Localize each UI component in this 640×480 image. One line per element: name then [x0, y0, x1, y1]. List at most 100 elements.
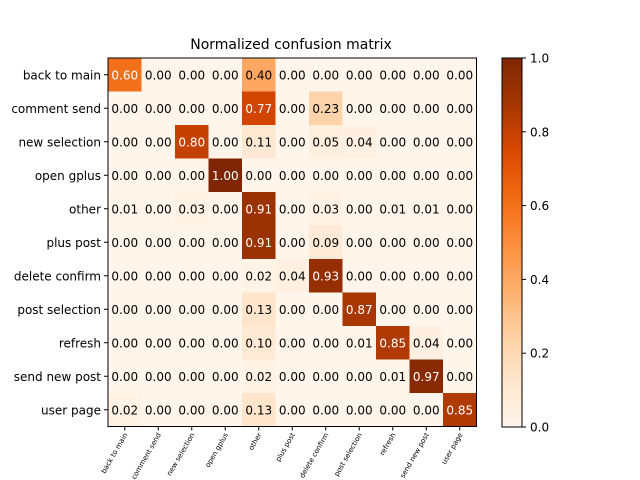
heatmap-cell [342, 225, 377, 260]
heatmap-cell [409, 292, 444, 327]
cell-value-label: 0.00 [413, 68, 440, 82]
cell-value-label: 0.00 [346, 370, 373, 384]
heatmap-cell [342, 326, 377, 360]
colorbar: 0.0 0.2 0.4 0.6 0.8 1.0 [501, 52, 549, 435]
heatmap-cell [175, 326, 209, 360]
cell-value-label: 0.00 [312, 370, 339, 384]
cell-value-label: 0.00 [346, 102, 373, 116]
chart-title: Normalized confusion matrix [190, 37, 392, 53]
colorbar-tick-label: 0.8 [530, 125, 549, 139]
heatmap-cell [275, 326, 310, 360]
heatmap-cell [275, 259, 310, 293]
cell-value-label: 0.00 [346, 269, 373, 283]
cell-value-label: 0.00 [446, 303, 473, 317]
heatmap-cell [242, 292, 276, 327]
cell-value-label: 0.00 [312, 68, 339, 82]
heatmap-cell [409, 91, 444, 126]
cell-value-label: 0.13 [245, 403, 272, 417]
y-tick-label: back to main [23, 68, 101, 82]
heatmap-cell [409, 125, 444, 159]
heatmap-cell [242, 326, 276, 360]
cell-value-label: 0.00 [178, 336, 205, 350]
heatmap-cell [275, 393, 310, 427]
cell-value-label: 0.00 [346, 236, 373, 250]
heatmap-cell [376, 259, 410, 293]
cell-value-label: 0.11 [245, 135, 272, 149]
cell-value-label: 0.01 [111, 202, 138, 216]
y-tick-label: send new post [14, 370, 102, 384]
heatmap-cell [175, 359, 209, 394]
heatmap-cell [443, 91, 477, 126]
cell-value-label: 0.00 [178, 68, 205, 82]
heatmap-cell [208, 259, 243, 293]
cell-value-label: 0.00 [413, 303, 440, 317]
heatmap-cell [309, 259, 343, 293]
heatmap-cell [342, 58, 377, 92]
heatmap-cell [108, 259, 142, 293]
cell-value-label: 0.00 [212, 102, 239, 116]
colorbar-tick-label: 0.2 [530, 347, 549, 361]
cell-value-label: 0.00 [178, 169, 205, 183]
cell-value-label: 0.40 [245, 68, 272, 82]
heatmap-cell [175, 192, 209, 226]
heatmap-cell [275, 225, 310, 260]
heatmap-cell [242, 192, 276, 226]
heatmap-cell [376, 91, 410, 126]
heatmap-cell [342, 393, 377, 427]
cell-value-label: 0.00 [346, 68, 373, 82]
heatmap-cell [175, 259, 209, 293]
heatmap-cell [275, 91, 310, 126]
cell-value-label: 0.00 [212, 269, 239, 283]
cell-value-label: 0.02 [111, 403, 138, 417]
cell-value-label: 0.97 [413, 370, 440, 384]
heatmap-cell [409, 192, 444, 226]
heatmap-cell [275, 58, 310, 92]
cell-value-label: 0.02 [245, 370, 272, 384]
heatmap-cell [141, 326, 176, 360]
heatmap-cell [309, 158, 343, 193]
cell-value-label: 0.00 [212, 68, 239, 82]
cell-value-label: 0.00 [279, 135, 306, 149]
cell-value-label: 0.00 [212, 403, 239, 417]
heatmap-cell [242, 158, 276, 193]
heatmap-cell [208, 192, 243, 226]
cell-value-label: 0.87 [346, 303, 373, 317]
heatmap-cell [208, 58, 243, 92]
cell-value-label: 0.04 [413, 336, 440, 350]
heatmap-cell [275, 292, 310, 327]
heatmap-cell [242, 125, 276, 159]
cell-value-labels: 0.60 0.00 0.00 0.00 0.40 0.00 0.00 0.00 0.00 0.00… [111, 68, 473, 417]
heatmap-cell [141, 259, 176, 293]
heatmap-cell [108, 125, 142, 159]
heatmap-cell [141, 125, 176, 159]
heatmap-cell [242, 58, 276, 92]
heatmap-cell [376, 326, 410, 360]
colorbar-tick-label: 0.4 [530, 273, 549, 287]
heatmap-cell [443, 225, 477, 260]
x-tick-label: other [247, 431, 263, 451]
cell-value-label: 0.01 [379, 370, 406, 384]
cell-value-label: 0.00 [312, 403, 339, 417]
cell-value-label: 0.00 [178, 370, 205, 384]
heatmap-cell [108, 326, 142, 360]
cell-value-label: 0.00 [346, 169, 373, 183]
cell-value-label: 0.00 [111, 370, 138, 384]
x-tick-label: delete confirm [298, 431, 330, 479]
heatmap-cell [108, 225, 142, 260]
heatmap-cell [443, 359, 477, 394]
cell-value-label: 0.10 [245, 336, 272, 350]
cell-value-label: 0.23 [312, 102, 339, 116]
heatmap-cell [208, 125, 243, 159]
y-tick-label: refresh [59, 336, 101, 350]
cell-value-label: 0.03 [178, 202, 205, 216]
heatmap-cell [141, 158, 176, 193]
heatmap-cell [108, 91, 142, 126]
heatmap-cell [141, 192, 176, 226]
cell-value-label: 0.00 [212, 370, 239, 384]
cell-value-label: 0.00 [346, 403, 373, 417]
cell-value-label: 0.04 [346, 135, 373, 149]
heatmap-cell [409, 58, 444, 92]
heatmap-cell [376, 359, 410, 394]
heatmap-cell [175, 225, 209, 260]
